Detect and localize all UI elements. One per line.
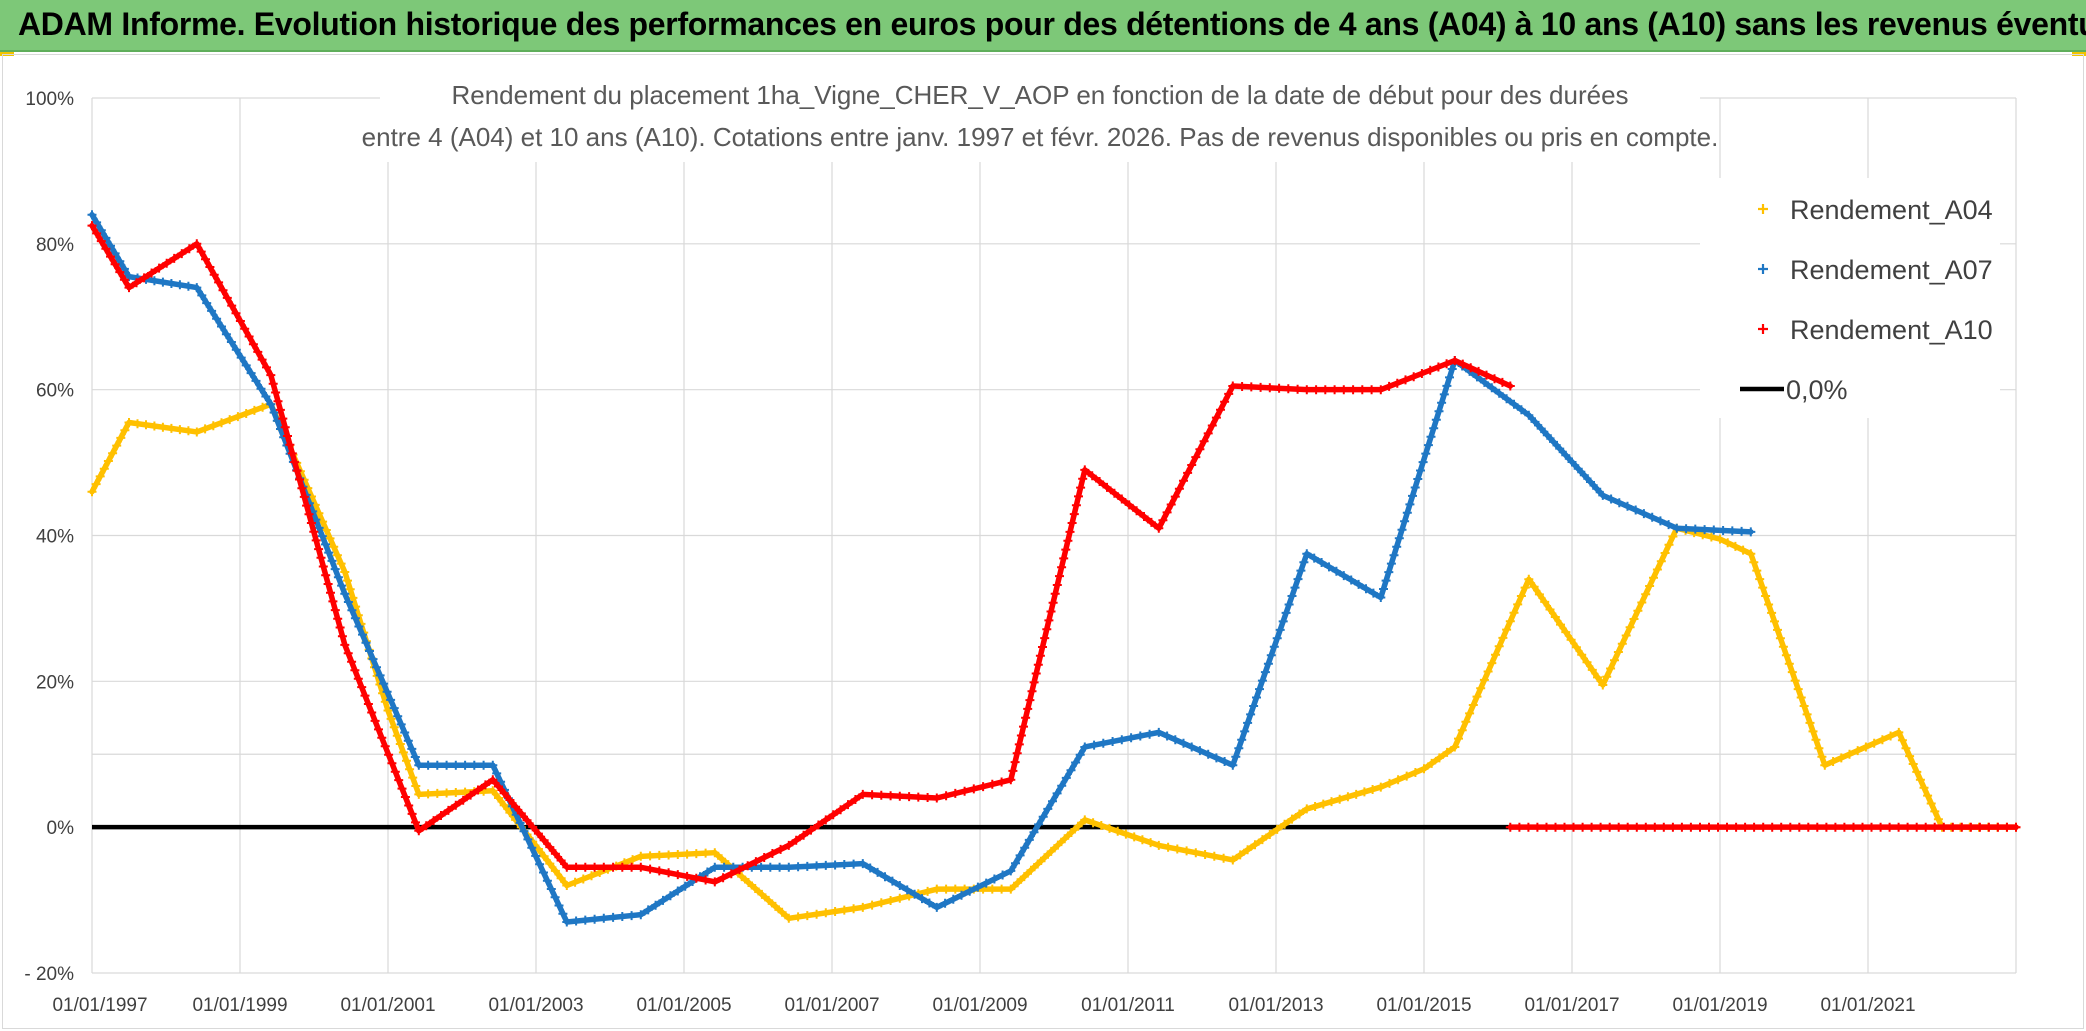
legend-label: Rendement_A07 xyxy=(1790,255,1993,285)
report-title: ADAM Informe. Evolution historique des p… xyxy=(18,6,2086,42)
legend-swatch xyxy=(1758,264,1768,274)
x-tick-label: 01/01/2015 xyxy=(1376,995,1471,1016)
series-rendement-a04 xyxy=(87,399,2021,923)
x-tick-label: 01/01/2013 xyxy=(1228,995,1323,1016)
legend-swatch xyxy=(1758,204,1768,214)
chart-title-line1: Rendement du placement 1ha_Vigne_CHER_V_… xyxy=(451,80,1628,110)
legend: Rendement_A04 Rendement_A07 Rendement_A10 0… xyxy=(1700,178,2000,418)
x-tick-label: 01/01/2005 xyxy=(636,995,731,1016)
y-tick-label: 80% xyxy=(36,235,74,256)
series-rendement-a04-line xyxy=(89,401,2019,922)
y-tick-label: 60% xyxy=(36,381,74,402)
axis-labels: 01/01/1997 01/01/1999 01/01/2001 01/01/2003… xyxy=(24,89,1915,1016)
x-tick-label: 01/01/2021 xyxy=(1820,995,1915,1016)
x-tick-label: 01/01/2003 xyxy=(488,995,583,1016)
series-rendement-a04-markers xyxy=(87,399,2021,923)
x-tick-label: 01/01/2019 xyxy=(1672,995,1767,1016)
series-rendement-a07-markers xyxy=(87,210,1756,927)
x-tick-label: 01/01/2007 xyxy=(784,995,879,1016)
y-tick-label: - 20% xyxy=(24,964,74,985)
report-banner: ADAM Informe. Evolution historique des p… xyxy=(0,0,2086,52)
chart-title-line2: entre 4 (A04) et 10 ans (A10). Cotations… xyxy=(362,122,1719,152)
legend-box xyxy=(1700,178,2000,418)
x-tick-label: 01/01/2011 xyxy=(1081,995,1175,1016)
y-tick-label: 40% xyxy=(36,527,74,548)
series-rendement-a10-markers xyxy=(87,221,1515,887)
x-tick-label: 01/01/2001 xyxy=(340,995,435,1016)
series-rendement-a10-zero xyxy=(1505,822,2021,832)
x-tick-label: 01/01/2017 xyxy=(1524,995,1619,1016)
series-rendement-a10-zero-markers xyxy=(1505,822,2021,832)
x-tick-label: 01/01/1999 xyxy=(192,995,287,1016)
series-rendement-a07 xyxy=(87,210,1756,927)
subtitle-box xyxy=(380,76,1700,162)
legend-swatch xyxy=(1758,324,1768,334)
x-tick-label: 01/01/2009 xyxy=(932,995,1027,1016)
legend-label: Rendement_A10 xyxy=(1790,315,1993,345)
chart-area xyxy=(2,54,2084,1029)
series-rendement-a10-line xyxy=(89,222,1514,885)
series xyxy=(87,210,2021,927)
legend-label: 0,0% xyxy=(1786,375,1848,405)
y-tick-label: 100% xyxy=(25,89,74,110)
y-tick-label: 0% xyxy=(47,818,75,839)
series-rendement-a10 xyxy=(87,221,1515,887)
x-tick-label: 01/01/1997 xyxy=(52,995,147,1016)
legend-label: Rendement_A04 xyxy=(1790,195,1993,225)
y-tick-label: 20% xyxy=(36,672,74,693)
